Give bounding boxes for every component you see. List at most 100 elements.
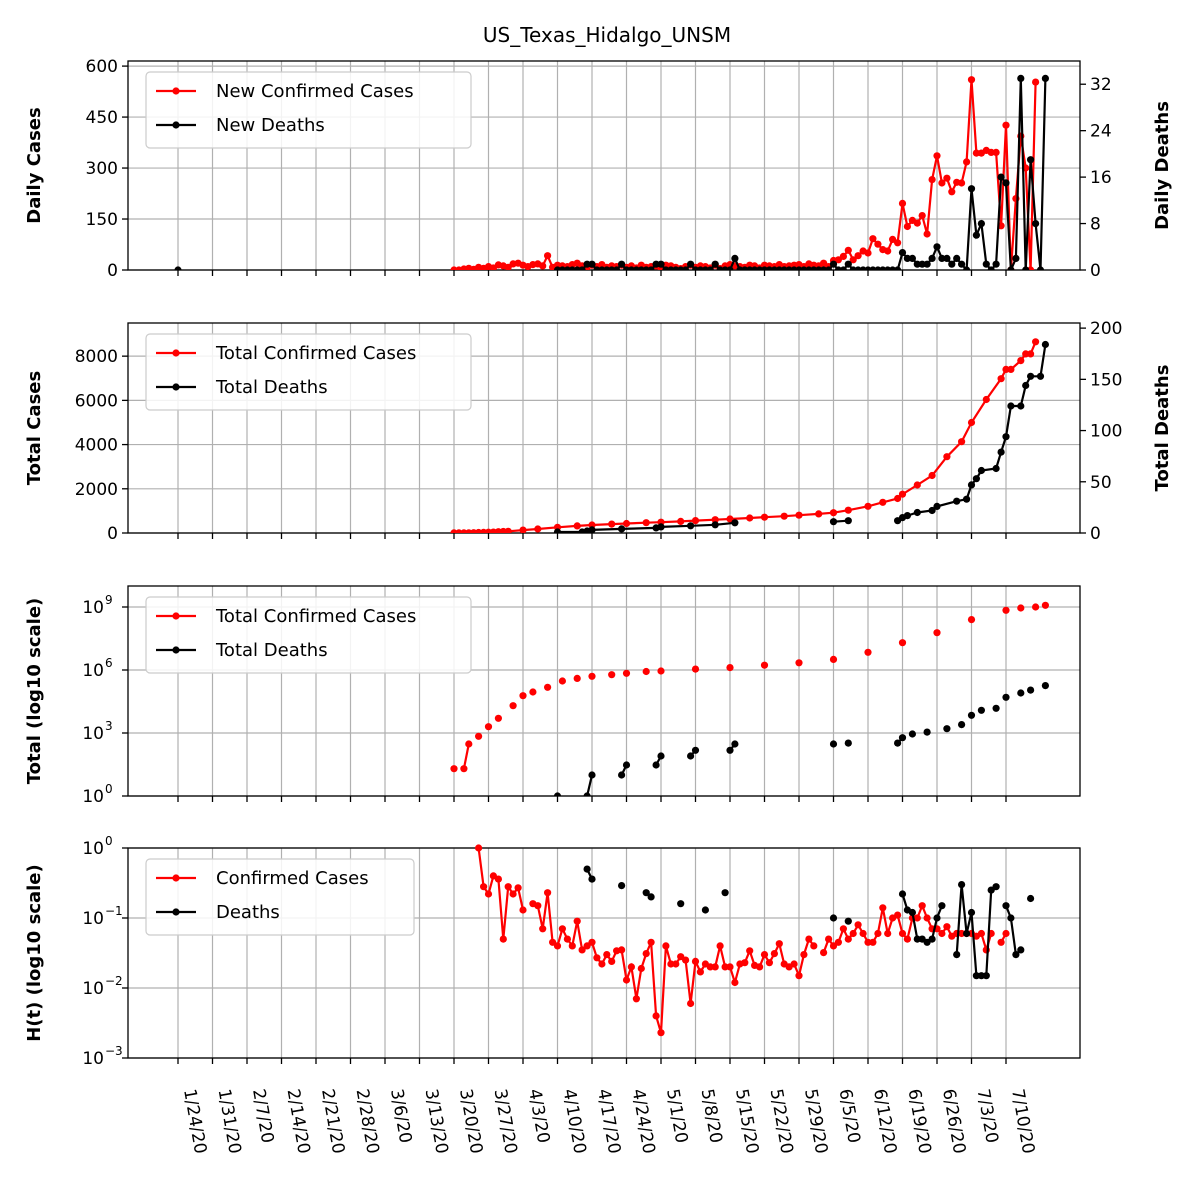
data-point <box>652 761 660 769</box>
legend-label: Total Confirmed Cases <box>215 343 416 364</box>
data-point <box>913 481 921 489</box>
data-point <box>972 231 981 239</box>
data-point <box>795 511 803 519</box>
data-point <box>484 890 493 898</box>
data-point <box>928 176 936 184</box>
data-point <box>958 260 966 268</box>
series-line <box>557 78 1047 270</box>
data-point <box>1017 357 1025 365</box>
data-point <box>884 929 892 938</box>
data-point <box>573 674 581 683</box>
data-point <box>849 929 857 938</box>
data-point <box>977 706 986 714</box>
data-point <box>514 884 522 892</box>
data-point <box>608 520 616 528</box>
data-point <box>844 935 852 943</box>
data-point <box>938 179 946 187</box>
data-point <box>494 714 502 722</box>
data-point <box>820 949 828 957</box>
data-point <box>800 951 808 959</box>
data-point <box>711 260 719 268</box>
data-point <box>874 929 882 938</box>
ytick-label: 450 <box>86 108 118 128</box>
data-point <box>943 453 951 461</box>
data-point <box>903 935 912 943</box>
data-point <box>859 929 867 938</box>
ytick-label: 10 <box>82 661 104 681</box>
legend-label: Total Deaths <box>215 377 328 398</box>
data-point <box>460 765 468 773</box>
data-point <box>790 960 798 968</box>
data-point <box>726 963 734 971</box>
data-point <box>839 266 847 270</box>
data-point <box>480 883 488 891</box>
data-point <box>898 890 907 898</box>
data-point <box>765 959 774 967</box>
data-point <box>731 740 739 748</box>
data-point <box>760 513 769 521</box>
data-point <box>642 519 650 527</box>
data-point <box>869 235 877 243</box>
data-point <box>972 149 981 157</box>
data-point <box>1012 254 1020 262</box>
data-point <box>1002 693 1010 701</box>
data-point <box>573 522 581 530</box>
data-point <box>967 418 976 427</box>
data-point <box>588 672 596 680</box>
ytick-exponent: 6 <box>105 656 113 670</box>
ytick-label-right: 100 <box>1090 422 1122 442</box>
data-point <box>844 506 852 514</box>
data-point <box>450 765 458 773</box>
data-point <box>726 266 734 270</box>
data-point <box>573 917 581 925</box>
ytick-exponent: −2 <box>105 974 123 988</box>
legend: Confirmed Cases Deaths <box>145 858 415 936</box>
series-cases <box>450 602 1049 773</box>
data-point <box>997 448 1005 456</box>
data-point <box>967 185 976 193</box>
data-point <box>1002 606 1010 614</box>
legend-box <box>145 858 415 936</box>
data-point <box>746 947 754 955</box>
data-point <box>918 902 926 910</box>
data-point <box>706 266 714 270</box>
data-point <box>1036 266 1045 270</box>
data-point <box>657 1029 665 1037</box>
data-point <box>943 174 951 182</box>
data-point <box>657 667 665 675</box>
data-point <box>1002 929 1010 938</box>
data-point <box>475 844 483 852</box>
data-point <box>903 511 912 520</box>
data-point <box>810 942 818 950</box>
ytick-label: 600 <box>86 57 118 77</box>
data-point <box>652 1012 660 1020</box>
data-point <box>884 247 892 255</box>
data-point <box>637 964 645 973</box>
data-point <box>923 914 931 922</box>
data-point <box>898 734 907 742</box>
ytick-label-right: 8 <box>1090 215 1101 235</box>
data-point <box>568 942 576 950</box>
data-point <box>721 889 729 897</box>
data-point <box>844 739 852 747</box>
series-deaths <box>584 866 1035 980</box>
data-point <box>992 704 1000 712</box>
data-point <box>618 771 626 779</box>
data-point <box>908 254 917 262</box>
ytick-label: 10 <box>82 979 104 999</box>
ytick-label: 10 <box>82 724 104 744</box>
data-point <box>1007 914 1015 922</box>
panel-1: 0 150 300 450 600 0 8 16 24 32 Daily Cases Daily De… <box>24 57 1173 281</box>
data-point <box>657 260 665 268</box>
data-point <box>839 925 848 933</box>
data-point <box>967 908 976 917</box>
data-point <box>923 728 931 736</box>
data-point <box>1032 338 1040 346</box>
ytick-label-right: 150 <box>1090 370 1122 390</box>
data-point <box>894 911 902 919</box>
data-point <box>632 995 641 1003</box>
data-point <box>731 978 739 987</box>
data-point <box>923 260 931 268</box>
data-point <box>1041 601 1049 609</box>
